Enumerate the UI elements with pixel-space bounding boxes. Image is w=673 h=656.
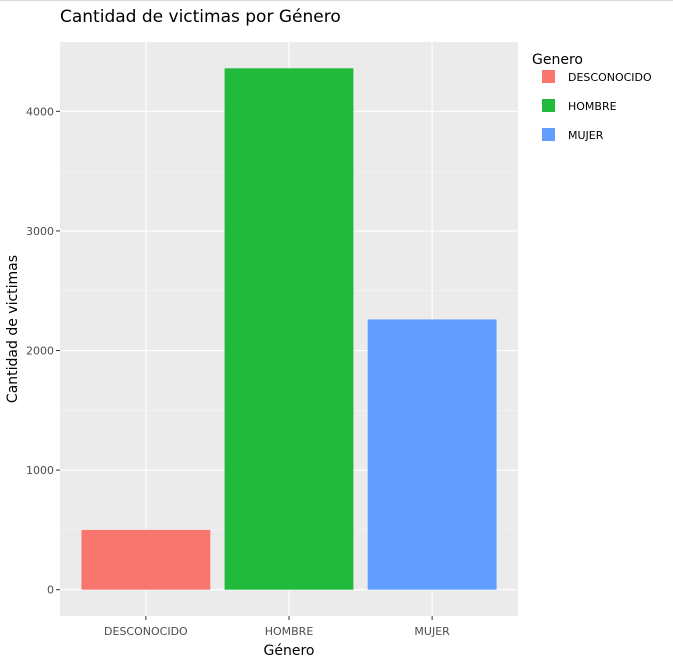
top-border — [0, 0, 673, 1]
chart-title: Cantidad de victimas por Género — [60, 7, 341, 27]
legend-label: DESCONOCIDO — [568, 71, 652, 84]
legend-key-hombre — [542, 99, 555, 112]
x-tick-label: HOMBRE — [265, 625, 314, 638]
legend-title: Genero — [532, 52, 583, 68]
y-tick-label: 0 — [47, 584, 54, 597]
y-tick-label: 4000 — [26, 105, 54, 118]
legend: Genero DESCONOCIDO HOMBRE MUJER — [532, 52, 652, 142]
legend-label: MUJER — [568, 129, 604, 142]
bar-desconocido — [81, 529, 211, 590]
legend-label: HOMBRE — [568, 100, 617, 113]
bars — [81, 68, 497, 590]
y-tick-label: 1000 — [26, 464, 54, 477]
x-tick-label: DESCONOCIDO — [104, 625, 188, 638]
x-tick-label: MUJER — [414, 625, 450, 638]
legend-key-desconocido — [542, 70, 555, 83]
y-tick-label: 3000 — [26, 225, 54, 238]
x-axis: DESCONOCIDO HOMBRE MUJER — [104, 616, 450, 638]
legend-key-mujer — [542, 128, 555, 141]
y-tick-label: 2000 — [26, 345, 54, 358]
bar-hombre — [224, 68, 354, 590]
bar-mujer — [367, 319, 497, 590]
y-axis: 0 1000 2000 3000 4000 — [26, 105, 60, 597]
x-axis-title: Género — [264, 643, 315, 656]
y-axis-title: Cantidad de victimas — [5, 255, 21, 403]
